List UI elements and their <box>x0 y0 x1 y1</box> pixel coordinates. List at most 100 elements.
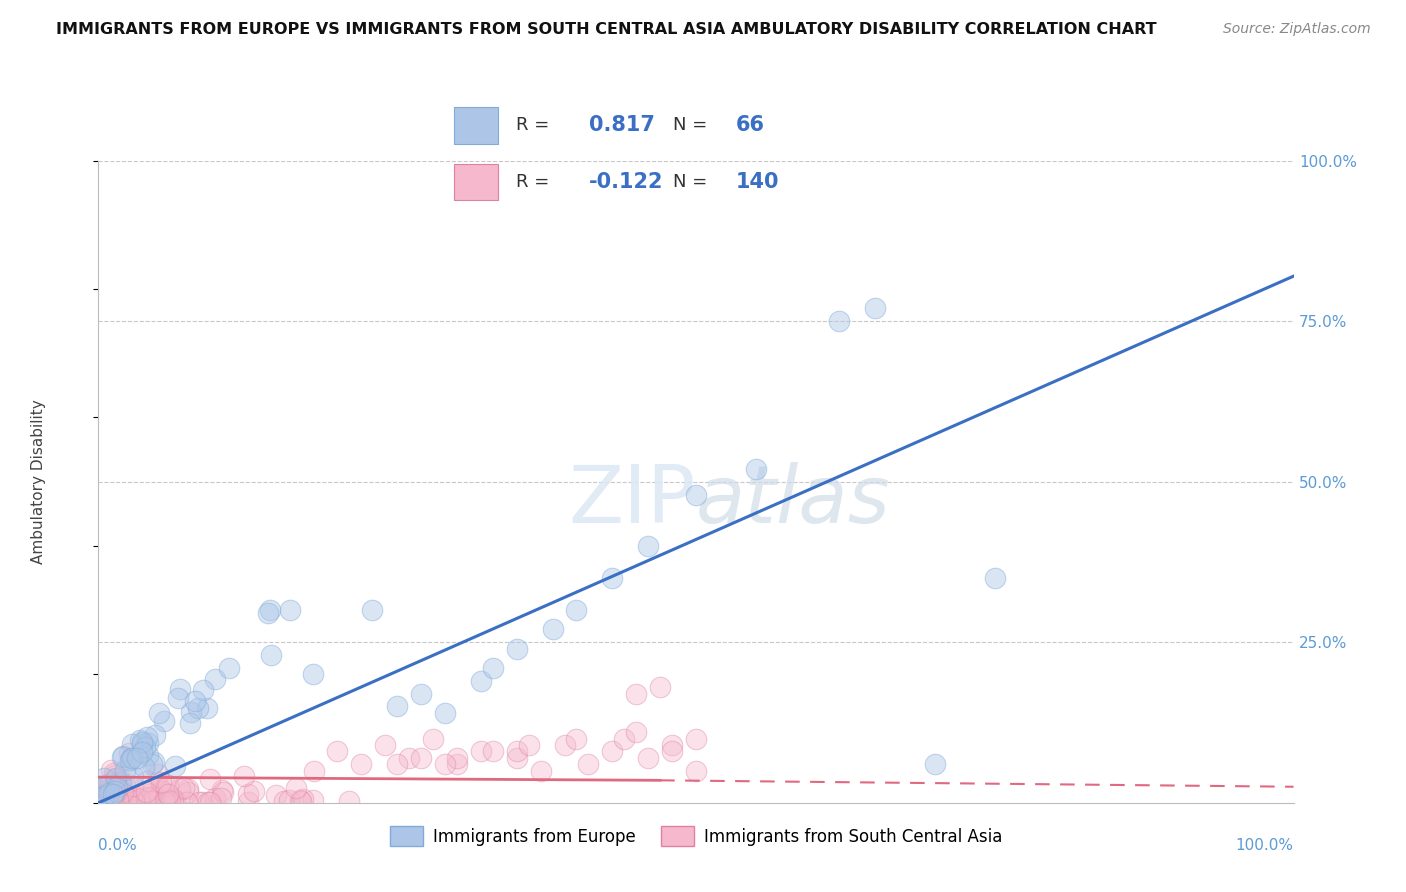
Text: ZIP: ZIP <box>568 462 696 540</box>
Point <box>198 795 221 809</box>
Point <box>302 764 325 778</box>
Point <box>361 603 384 617</box>
Point <box>411 751 433 765</box>
Point <box>105 780 128 794</box>
Text: Ambulatory Disability: Ambulatory Disability <box>31 400 46 564</box>
Point <box>90 787 112 801</box>
Point <box>554 738 576 752</box>
Point <box>149 782 172 797</box>
Point <box>138 788 160 802</box>
Point <box>107 784 129 798</box>
Point <box>278 792 301 806</box>
Point <box>98 776 121 790</box>
Point <box>626 687 648 701</box>
Point <box>337 794 360 808</box>
Point <box>136 736 159 750</box>
Point <box>110 794 132 808</box>
Point <box>93 790 115 805</box>
Point <box>648 680 672 694</box>
Point <box>104 793 127 807</box>
Point <box>422 731 444 746</box>
Point <box>211 782 233 797</box>
Point <box>446 751 468 765</box>
Point <box>302 792 325 806</box>
Point <box>157 787 180 801</box>
Point <box>197 795 219 809</box>
Point <box>111 794 134 808</box>
Point <box>103 765 125 780</box>
Point <box>565 731 588 746</box>
Text: R =: R = <box>516 173 550 191</box>
Point <box>111 749 134 764</box>
Point <box>101 787 124 801</box>
Point <box>141 756 163 771</box>
Point <box>101 791 124 805</box>
Point <box>103 795 125 809</box>
Point <box>155 795 177 809</box>
Point <box>162 792 184 806</box>
Point <box>481 744 505 758</box>
Point <box>115 791 138 805</box>
Point <box>107 793 129 807</box>
Point <box>136 747 159 762</box>
Point <box>602 744 624 758</box>
Point <box>288 793 311 807</box>
Point <box>131 737 153 751</box>
Text: atlas: atlas <box>696 462 891 540</box>
Point <box>257 606 280 620</box>
Text: 100.0%: 100.0% <box>1236 838 1294 853</box>
Point <box>385 757 409 772</box>
Legend: Immigrants from Europe, Immigrants from South Central Asia: Immigrants from Europe, Immigrants from … <box>382 820 1010 852</box>
Point <box>211 791 233 805</box>
Point <box>159 794 181 808</box>
Point <box>433 757 456 772</box>
Point <box>97 794 120 808</box>
Point <box>180 705 202 719</box>
Point <box>105 780 128 794</box>
Point <box>565 603 588 617</box>
Point <box>506 751 529 765</box>
Point <box>163 793 186 807</box>
Point <box>150 775 173 789</box>
Point <box>637 539 659 553</box>
Point <box>176 785 198 799</box>
Point <box>661 744 683 758</box>
Point <box>143 793 166 807</box>
Text: 0.0%: 0.0% <box>98 838 138 853</box>
Point <box>259 603 281 617</box>
Point <box>218 661 240 675</box>
Point <box>165 759 187 773</box>
Point <box>94 789 117 804</box>
Point <box>984 571 1007 585</box>
Point <box>517 738 540 752</box>
Point <box>506 744 529 758</box>
Point <box>97 794 120 808</box>
Point <box>100 784 122 798</box>
Point <box>284 780 307 795</box>
Point <box>91 794 114 808</box>
Point <box>97 786 120 800</box>
Point <box>114 778 136 792</box>
Point <box>135 791 157 805</box>
Point <box>90 791 112 805</box>
Point <box>637 751 659 765</box>
Point <box>104 784 127 798</box>
Point <box>96 792 118 806</box>
Point <box>104 772 127 786</box>
Point <box>90 794 112 808</box>
Point <box>153 795 176 809</box>
Point <box>326 744 349 758</box>
Point <box>142 755 165 769</box>
Point <box>128 732 150 747</box>
Point <box>121 737 143 751</box>
Point <box>863 301 887 316</box>
Point <box>685 731 707 746</box>
Point <box>541 623 564 637</box>
Point <box>127 791 149 805</box>
Point <box>198 772 221 786</box>
Point <box>398 751 420 765</box>
Point <box>446 757 468 772</box>
Point <box>115 795 138 809</box>
Point <box>104 794 127 808</box>
Point <box>145 728 167 742</box>
